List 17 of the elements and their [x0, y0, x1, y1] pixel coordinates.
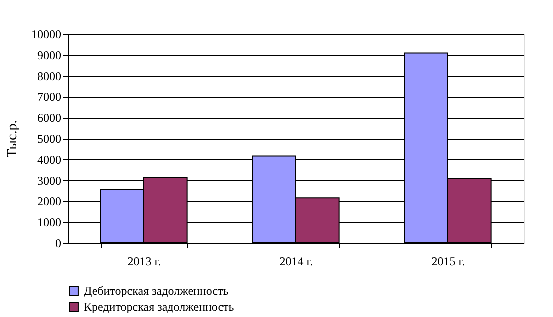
y-tick-label: 2000	[38, 194, 62, 209]
x-tick-label: 2014 г.	[280, 254, 314, 268]
y-tick-label: 3000	[38, 174, 62, 188]
y-tick-label: 4000	[38, 152, 62, 167]
x-tick-label: 2015 г.	[432, 254, 466, 268]
y-axis-title: Тыс.р.	[6, 120, 20, 158]
legend-label: Кредиторская задолженность	[84, 300, 235, 314]
x-tick-label: 2013 г.	[128, 254, 162, 268]
y-tick-label: 10000	[32, 28, 62, 42]
y-tick-label: 8000	[38, 69, 62, 84]
y-tick-label: 9000	[38, 48, 62, 62]
y-tick-label: 1000	[38, 216, 62, 230]
y-tick-label: 6000	[38, 111, 62, 126]
y-tick-label: 7000	[38, 90, 62, 104]
y-tick-label: 5000	[38, 132, 62, 146]
y-tick-label: 0	[56, 236, 62, 250]
legend-label: Дебиторская задолженность	[84, 284, 230, 298]
